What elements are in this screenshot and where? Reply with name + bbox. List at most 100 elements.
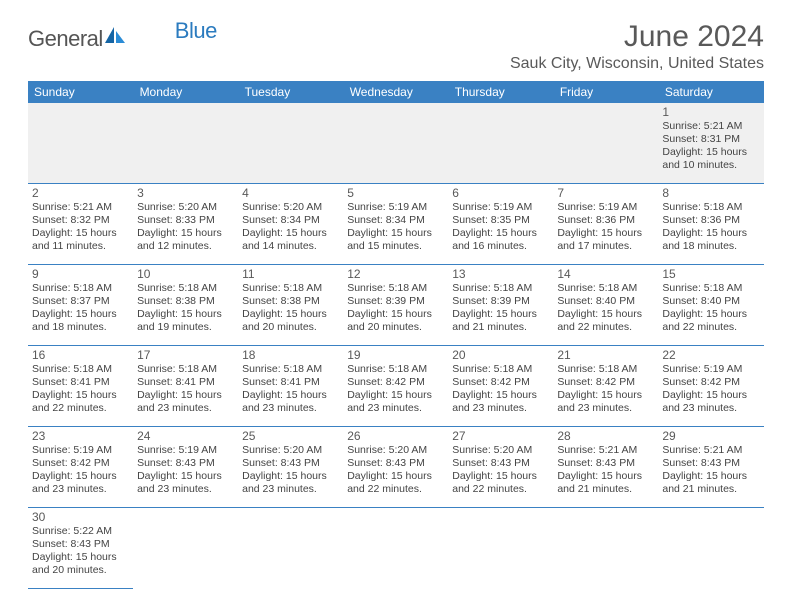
day-number: 13: [452, 267, 549, 281]
calendar-cell: 18Sunrise: 5:18 AMSunset: 8:41 PMDayligh…: [238, 346, 343, 427]
calendar-cell-empty: [658, 508, 763, 589]
day-details: Sunrise: 5:22 AMSunset: 8:43 PMDaylight:…: [32, 525, 129, 578]
day-number: 19: [347, 348, 444, 362]
day-number: 2: [32, 186, 129, 200]
calendar-cell-empty: [343, 508, 448, 589]
day-number: 5: [347, 186, 444, 200]
day-number: 8: [662, 186, 759, 200]
day-details: Sunrise: 5:21 AMSunset: 8:43 PMDaylight:…: [557, 444, 654, 497]
day-details: Sunrise: 5:18 AMSunset: 8:42 PMDaylight:…: [452, 363, 549, 416]
day-details: Sunrise: 5:21 AMSunset: 8:31 PMDaylight:…: [662, 120, 759, 173]
day-number: 23: [32, 429, 129, 443]
calendar-header-row: SundayMondayTuesdayWednesdayThursdayFrid…: [28, 81, 764, 103]
calendar-cell: 23Sunrise: 5:19 AMSunset: 8:42 PMDayligh…: [28, 427, 133, 508]
title-block: June 2024 Sauk City, Wisconsin, United S…: [510, 20, 764, 73]
location-text: Sauk City, Wisconsin, United States: [510, 55, 764, 73]
calendar-cell-empty: [553, 508, 658, 589]
day-details: Sunrise: 5:18 AMSunset: 8:42 PMDaylight:…: [557, 363, 654, 416]
calendar-row: 16Sunrise: 5:18 AMSunset: 8:41 PMDayligh…: [28, 346, 764, 427]
day-details: Sunrise: 5:18 AMSunset: 8:39 PMDaylight:…: [452, 282, 549, 335]
calendar-cell: 21Sunrise: 5:18 AMSunset: 8:42 PMDayligh…: [553, 346, 658, 427]
calendar-body: 1Sunrise: 5:21 AMSunset: 8:31 PMDaylight…: [28, 103, 764, 589]
calendar-cell: 29Sunrise: 5:21 AMSunset: 8:43 PMDayligh…: [658, 427, 763, 508]
day-number: 21: [557, 348, 654, 362]
day-details: Sunrise: 5:19 AMSunset: 8:36 PMDaylight:…: [557, 201, 654, 254]
calendar-cell: 13Sunrise: 5:18 AMSunset: 8:39 PMDayligh…: [448, 265, 553, 346]
weekday-header: Friday: [553, 81, 658, 103]
month-title: June 2024: [510, 20, 764, 53]
day-details: Sunrise: 5:21 AMSunset: 8:32 PMDaylight:…: [32, 201, 129, 254]
day-details: Sunrise: 5:18 AMSunset: 8:42 PMDaylight:…: [347, 363, 444, 416]
calendar-cell: 11Sunrise: 5:18 AMSunset: 8:38 PMDayligh…: [238, 265, 343, 346]
calendar-cell-empty: [133, 103, 238, 184]
calendar-cell: 14Sunrise: 5:18 AMSunset: 8:40 PMDayligh…: [553, 265, 658, 346]
calendar-cell: 5Sunrise: 5:19 AMSunset: 8:34 PMDaylight…: [343, 184, 448, 265]
day-number: 4: [242, 186, 339, 200]
calendar-cell-empty: [553, 103, 658, 184]
calendar-cell-empty: [343, 103, 448, 184]
logo: General Blue: [28, 26, 217, 52]
day-number: 1: [662, 105, 759, 119]
calendar-cell: 7Sunrise: 5:19 AMSunset: 8:36 PMDaylight…: [553, 184, 658, 265]
day-details: Sunrise: 5:18 AMSunset: 8:40 PMDaylight:…: [557, 282, 654, 335]
day-number: 7: [557, 186, 654, 200]
calendar-cell-empty: [238, 103, 343, 184]
logo-sail-icon: [105, 27, 127, 50]
calendar-cell: 10Sunrise: 5:18 AMSunset: 8:38 PMDayligh…: [133, 265, 238, 346]
calendar-row: 1Sunrise: 5:21 AMSunset: 8:31 PMDaylight…: [28, 103, 764, 184]
calendar-cell: 22Sunrise: 5:19 AMSunset: 8:42 PMDayligh…: [658, 346, 763, 427]
calendar-cell: 8Sunrise: 5:18 AMSunset: 8:36 PMDaylight…: [658, 184, 763, 265]
day-details: Sunrise: 5:20 AMSunset: 8:33 PMDaylight:…: [137, 201, 234, 254]
calendar-cell: 24Sunrise: 5:19 AMSunset: 8:43 PMDayligh…: [133, 427, 238, 508]
day-details: Sunrise: 5:19 AMSunset: 8:42 PMDaylight:…: [662, 363, 759, 416]
day-details: Sunrise: 5:20 AMSunset: 8:43 PMDaylight:…: [347, 444, 444, 497]
day-number: 6: [452, 186, 549, 200]
day-number: 3: [137, 186, 234, 200]
day-details: Sunrise: 5:18 AMSunset: 8:38 PMDaylight:…: [242, 282, 339, 335]
day-details: Sunrise: 5:18 AMSunset: 8:41 PMDaylight:…: [137, 363, 234, 416]
day-details: Sunrise: 5:18 AMSunset: 8:40 PMDaylight:…: [662, 282, 759, 335]
day-number: 28: [557, 429, 654, 443]
calendar-cell-empty: [448, 103, 553, 184]
day-details: Sunrise: 5:19 AMSunset: 8:43 PMDaylight:…: [137, 444, 234, 497]
day-number: 10: [137, 267, 234, 281]
calendar-cell: 17Sunrise: 5:18 AMSunset: 8:41 PMDayligh…: [133, 346, 238, 427]
weekday-header: Thursday: [448, 81, 553, 103]
day-details: Sunrise: 5:18 AMSunset: 8:38 PMDaylight:…: [137, 282, 234, 335]
day-number: 30: [32, 510, 129, 524]
calendar-cell: 27Sunrise: 5:20 AMSunset: 8:43 PMDayligh…: [448, 427, 553, 508]
page-header: General Blue June 2024 Sauk City, Wiscon…: [28, 20, 764, 73]
calendar-cell: 16Sunrise: 5:18 AMSunset: 8:41 PMDayligh…: [28, 346, 133, 427]
day-details: Sunrise: 5:20 AMSunset: 8:43 PMDaylight:…: [452, 444, 549, 497]
calendar-cell-empty: [238, 508, 343, 589]
day-number: 9: [32, 267, 129, 281]
day-number: 26: [347, 429, 444, 443]
calendar-cell: 15Sunrise: 5:18 AMSunset: 8:40 PMDayligh…: [658, 265, 763, 346]
day-details: Sunrise: 5:18 AMSunset: 8:37 PMDaylight:…: [32, 282, 129, 335]
day-number: 29: [662, 429, 759, 443]
calendar-cell: 26Sunrise: 5:20 AMSunset: 8:43 PMDayligh…: [343, 427, 448, 508]
day-number: 14: [557, 267, 654, 281]
day-number: 27: [452, 429, 549, 443]
calendar-cell: 2Sunrise: 5:21 AMSunset: 8:32 PMDaylight…: [28, 184, 133, 265]
calendar-cell: 3Sunrise: 5:20 AMSunset: 8:33 PMDaylight…: [133, 184, 238, 265]
day-number: 12: [347, 267, 444, 281]
day-number: 20: [452, 348, 549, 362]
day-details: Sunrise: 5:19 AMSunset: 8:42 PMDaylight:…: [32, 444, 129, 497]
day-number: 18: [242, 348, 339, 362]
day-number: 24: [137, 429, 234, 443]
calendar-cell-empty: [133, 508, 238, 589]
day-details: Sunrise: 5:19 AMSunset: 8:34 PMDaylight:…: [347, 201, 444, 254]
calendar-row: 23Sunrise: 5:19 AMSunset: 8:42 PMDayligh…: [28, 427, 764, 508]
day-details: Sunrise: 5:18 AMSunset: 8:36 PMDaylight:…: [662, 201, 759, 254]
weekday-header: Saturday: [658, 81, 763, 103]
calendar-cell: 9Sunrise: 5:18 AMSunset: 8:37 PMDaylight…: [28, 265, 133, 346]
weekday-header: Monday: [133, 81, 238, 103]
calendar-cell-empty: [448, 508, 553, 589]
weekday-header: Tuesday: [238, 81, 343, 103]
day-details: Sunrise: 5:18 AMSunset: 8:41 PMDaylight:…: [32, 363, 129, 416]
calendar-cell: 25Sunrise: 5:20 AMSunset: 8:43 PMDayligh…: [238, 427, 343, 508]
calendar-row: 9Sunrise: 5:18 AMSunset: 8:37 PMDaylight…: [28, 265, 764, 346]
calendar-page: General Blue June 2024 Sauk City, Wiscon…: [0, 0, 792, 609]
day-number: 22: [662, 348, 759, 362]
